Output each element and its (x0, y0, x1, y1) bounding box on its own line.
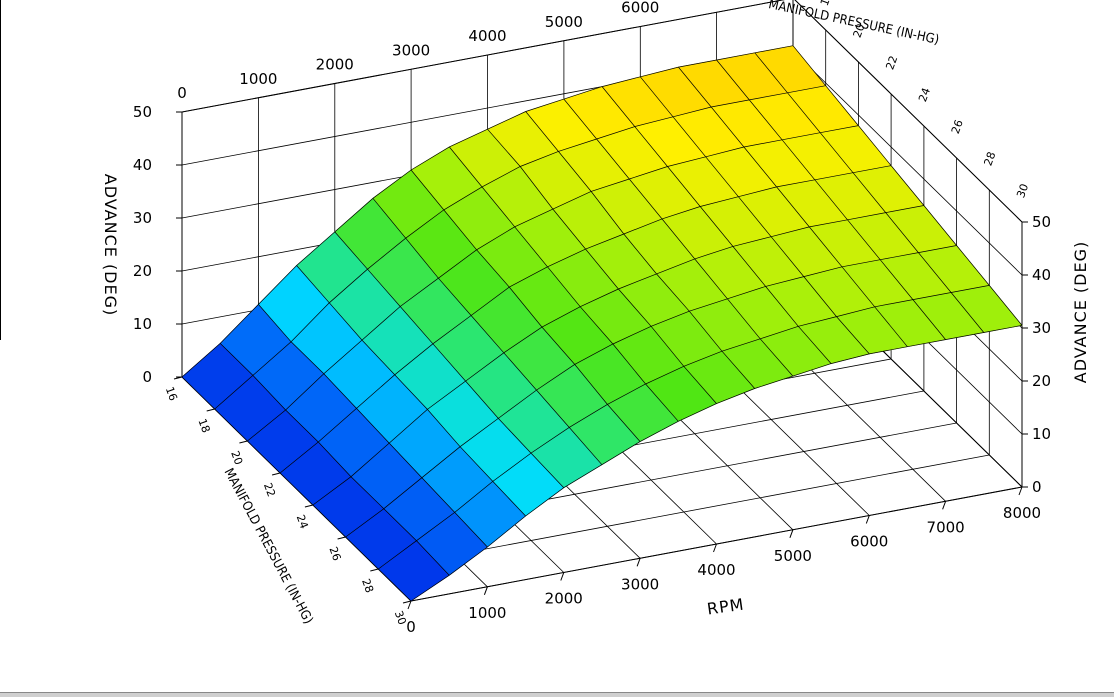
rpm-top-tick-label: 3000 (392, 41, 430, 59)
mesh-line-rpm (410, 169, 641, 442)
map-tick-label: 30 (392, 609, 409, 627)
rpm-top-tick-label: 5000 (545, 13, 583, 31)
advance-right-tick-label: 50 (1032, 213, 1051, 231)
map-tick-label: 20 (228, 449, 245, 467)
mesh-line-map (247, 125, 859, 442)
mesh-line-rpm (640, 76, 870, 355)
advance-right-tick-label: 30 (1032, 319, 1051, 337)
mesh-line-map (279, 165, 892, 474)
rpm-tick-label: 1000 (468, 604, 506, 622)
window-edge-line (0, 0, 1, 340)
rpm-axis-title: RPM (706, 595, 746, 619)
map-tick-mark (304, 504, 314, 508)
rpm-top-tick-label: 4000 (468, 27, 506, 45)
rpm-tick-label: 0 (406, 618, 416, 636)
mesh-line-map (181, 45, 794, 378)
map-tick-mark (370, 568, 379, 572)
rpm-tick-label: 4000 (697, 561, 735, 579)
mesh-line-rpm (792, 45, 1023, 326)
rpm-tick-label: 6000 (850, 533, 888, 551)
map-tick-label: 28 (359, 577, 376, 595)
rpm-top-tick-label: 7000 (698, 0, 736, 2)
advance-left-tick-label: 30 (133, 209, 152, 227)
map-top-tick-label: 30 (1014, 182, 1031, 200)
map-top-tick-label: 28 (982, 150, 999, 168)
map-top-tick-label: 26 (949, 118, 966, 136)
map-tick-label: 16 (163, 385, 180, 403)
advance-right-tick-label: 10 (1032, 425, 1051, 443)
map-tick-mark (173, 376, 183, 380)
rpm-tick-mark (789, 529, 794, 538)
window-bottom-border (0, 692, 1114, 697)
map-tick-mark (337, 536, 346, 540)
mesh-line-rpm (487, 128, 717, 404)
map-tick-mark (271, 472, 281, 476)
advance-right-axis-title: ADVANCE (DEG) (1071, 241, 1090, 384)
mesh-line-rpm (678, 66, 908, 347)
mesh-line-map (214, 85, 826, 410)
advance-left-tick-label: 0 (142, 368, 152, 386)
map-tick-label: 24 (294, 513, 311, 531)
mesh-line-rpm (563, 98, 794, 377)
rpm-top-tick-label: 0 (177, 84, 187, 102)
advance-left-tick-label: 10 (133, 315, 152, 333)
rpm-tick-label: 2000 (545, 590, 583, 608)
map-top-tick-label: 24 (916, 86, 933, 104)
rpm-top-tick-label: 1000 (239, 70, 277, 88)
map-tick-label: 26 (326, 545, 343, 563)
map-tick-label: 18 (195, 417, 212, 435)
advance-right-tick-label: 40 (1032, 266, 1051, 284)
rpm-tick-label: 3000 (621, 575, 659, 593)
map-top-tick-label: 22 (883, 54, 900, 72)
mesh-line-rpm (334, 231, 565, 488)
mesh-line-map (378, 285, 990, 570)
rpm-top-tick-label: 2000 (316, 56, 354, 74)
axes-box-edge (794, 0, 1023, 223)
rpm-tick-mark (942, 501, 947, 510)
advance-left-axis-title: ADVANCE (DEG) (101, 174, 120, 317)
surface-mesh (181, 45, 1023, 602)
rpm-tick-label: 8000 (1003, 504, 1041, 522)
advance-left-tick-label: 20 (133, 262, 152, 280)
mesh-line-map (410, 325, 1023, 602)
rpm-tick-mark (483, 586, 488, 595)
rpm-tick-mark (1018, 486, 1023, 496)
map-tick-label: 22 (261, 481, 278, 499)
rpm-tick-mark (865, 515, 870, 524)
advance-left-tick-label: 50 (133, 103, 152, 121)
map-tick-mark (402, 600, 412, 604)
mesh-line-rpm (754, 52, 985, 333)
mesh-line-rpm (601, 86, 832, 364)
side-wall-gridline-z (792, 50, 1023, 276)
mesh-line-rpm (258, 304, 488, 548)
mesh-line-rpm (449, 146, 679, 422)
advance-left-tick-label: 40 (133, 156, 152, 174)
rpm-top-tick-label: 6000 (621, 0, 659, 17)
advance-surface (181, 45, 1023, 602)
mesh-line-rpm (181, 376, 412, 602)
rpm-tick-mark (713, 543, 717, 553)
map-top-tick-label: 20 (851, 22, 868, 40)
map-top-tick-label: 18 (818, 0, 835, 8)
advance-right-tick-label: 0 (1032, 478, 1042, 496)
mesh-line-rpm (372, 198, 603, 465)
mesh-line-rpm (716, 59, 946, 340)
map-tick-mark (239, 440, 248, 444)
rpm-tick-label: 5000 (774, 547, 812, 565)
mesh-line-rpm (296, 265, 526, 517)
mesh-line-rpm (219, 343, 450, 576)
rpm-tick-mark (407, 600, 412, 610)
rpm-tick-mark (636, 558, 641, 567)
axes-box-edge (181, 0, 786, 113)
rpm-tick-mark (560, 572, 565, 581)
mesh-line-map (345, 245, 957, 538)
map-tick-mark (206, 408, 215, 412)
mesh-line-rpm (525, 111, 755, 389)
mesh-line-map (312, 205, 924, 506)
rpm-tick-label: 7000 (927, 518, 965, 536)
advance-right-tick-label: 20 (1032, 372, 1051, 390)
